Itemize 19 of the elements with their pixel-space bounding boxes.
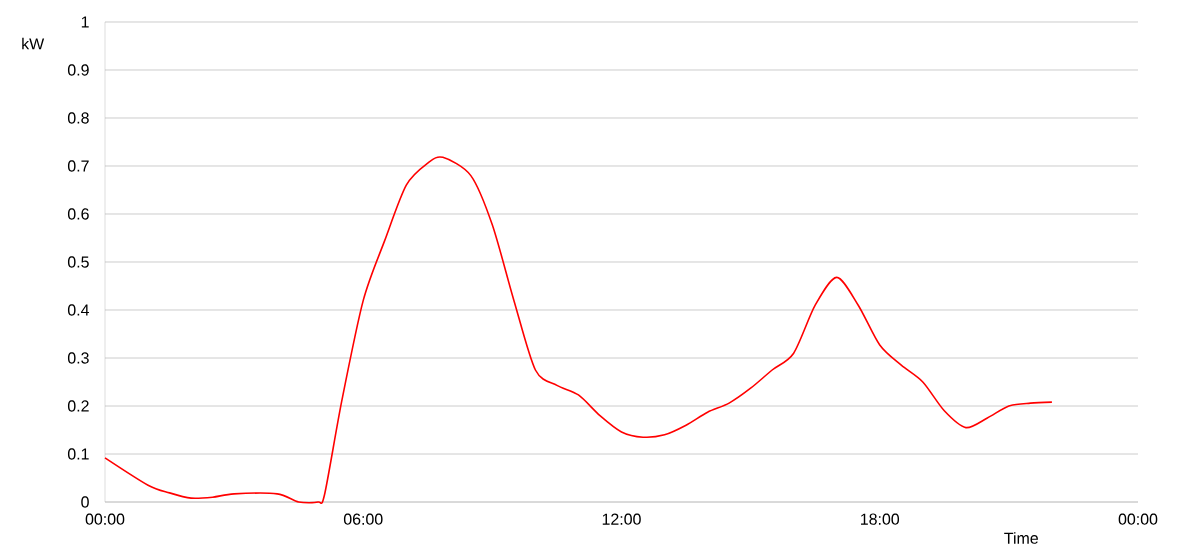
y-tick-label: 0.3 — [67, 352, 89, 364]
y-tick-label: 0.4 — [67, 304, 90, 316]
y-tick-label: 0.5 — [67, 256, 89, 268]
y-tick-label: 0.6 — [67, 208, 89, 220]
x-axis-title: Time — [1004, 532, 1038, 544]
y-tick-label: 0.8 — [67, 112, 89, 124]
y-tick-label: 1 — [81, 16, 89, 28]
x-tick-label: 12:00 — [602, 513, 641, 525]
x-tick-label: 00:00 — [85, 513, 125, 525]
y-tick-label: 0.7 — [67, 160, 89, 172]
y-tick-label: 0.1 — [67, 448, 89, 460]
y-axis-title: kW — [22, 37, 45, 50]
x-tick-label: 18:00 — [861, 513, 900, 525]
y-tick-label: 0.2 — [67, 400, 89, 412]
x-tick-label: 06:00 — [343, 513, 383, 525]
y-tick-label: 0.9 — [67, 64, 89, 76]
line-series — [104, 156, 1053, 504]
y-tick-label: 0 — [81, 496, 89, 508]
x-tick-label: 00:00 — [1118, 513, 1158, 525]
